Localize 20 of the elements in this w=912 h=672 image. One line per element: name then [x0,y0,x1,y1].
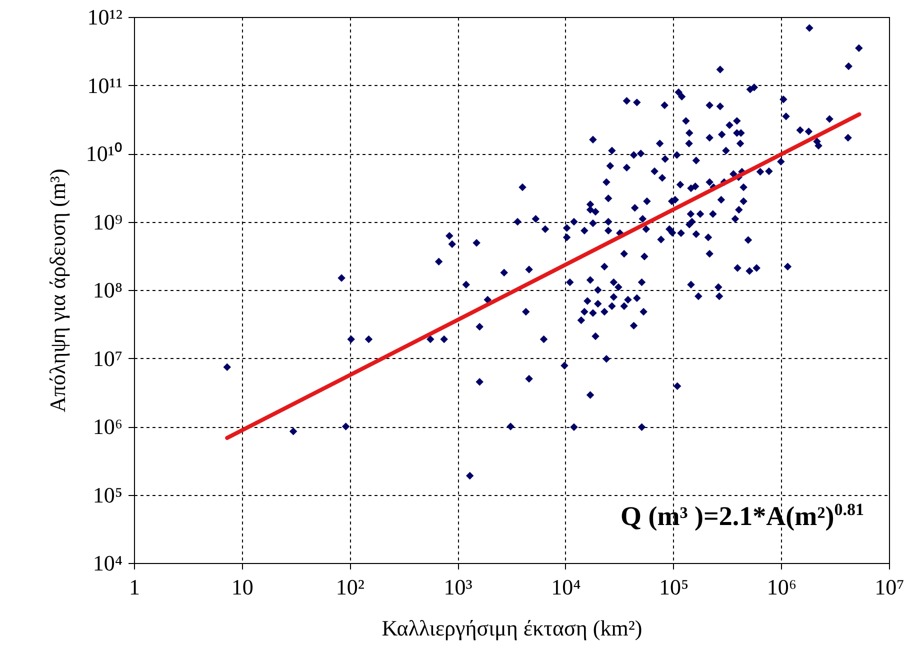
x-tick-label: 10⁴ [551,574,582,600]
y-tick-label: 10¹¹ [87,72,122,98]
x-tick-label: 1 [129,574,140,600]
y-tick-label: 10¹² [87,4,123,30]
y-tick-label: 10⁸ [92,278,122,302]
y-axis-title: Απόληψη για άρδευση (m³) [44,168,70,412]
x-tick-label: 10⁶ [766,574,796,600]
x-tick-label: 10⁷ [874,574,904,600]
y-tick-label: 10⁴ [92,550,123,576]
x-tick-label: 10⁵ [658,574,689,600]
x-axis-title: Καλλιεργήσιμη έκταση (km²) [382,616,642,640]
x-tick-label: 10³ [444,574,473,600]
y-tick-label: 10⁵ [92,482,122,508]
x-tick-label: 10 [231,574,254,600]
y-tick-label: 10⁹ [92,209,123,234]
x-tick-label: 10² [336,574,365,600]
y-tick-label: 10¹⁰ [86,141,122,166]
y-tick-label: 10⁶ [92,414,122,439]
y-tick-label: 10⁷ [92,346,122,371]
annotation: Q (m³ )=2.1*A(m²)$^{0.81}$ [620,500,864,532]
